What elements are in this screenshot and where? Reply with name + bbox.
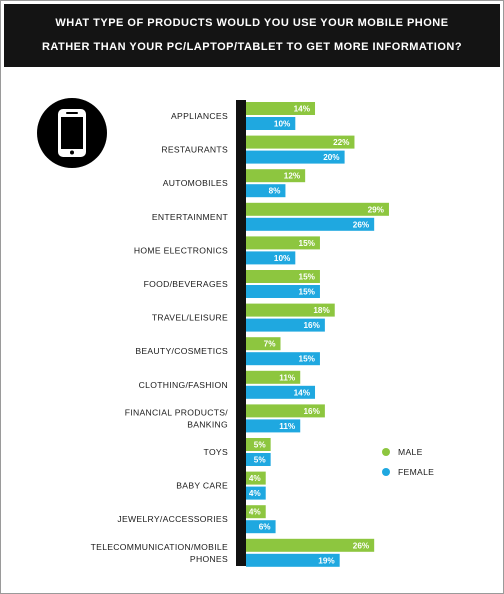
category-label: AUTOMOBILES — [163, 178, 228, 188]
bar-female — [246, 251, 296, 265]
data-label-female: 8% — [269, 187, 282, 196]
data-label-female: 4% — [249, 489, 262, 498]
chart-title-line-1: WHAT TYPE OF PRODUCTS WOULD YOU USE YOUR… — [55, 17, 449, 29]
bar-female — [246, 285, 320, 298]
data-label-male: 26% — [353, 541, 370, 550]
bar-female — [246, 217, 375, 231]
legend-swatch-male — [382, 448, 390, 456]
bar-male — [246, 505, 266, 519]
data-label-male: 4% — [249, 474, 262, 483]
data-label-male: 11% — [279, 373, 296, 382]
category-label: TELECOMMUNICATION/MOBILE — [91, 542, 228, 552]
data-label-male: 14% — [294, 105, 311, 114]
data-label-male: 7% — [264, 340, 277, 349]
category-label: RESTAURANTS — [161, 145, 228, 155]
bar-male — [246, 270, 320, 283]
data-label-female: 16% — [303, 321, 320, 330]
category-label: FOOD/BEVERAGES — [144, 279, 228, 289]
smartphone-icon — [37, 98, 107, 168]
category-label: BANKING — [187, 419, 228, 429]
data-label-male: 15% — [299, 273, 316, 282]
legend-label-male: MALE — [398, 447, 423, 457]
data-label-female: 11% — [279, 422, 296, 431]
bar-male — [246, 370, 301, 384]
bar-female — [246, 184, 286, 198]
bar-male — [246, 438, 271, 451]
bar-female — [246, 150, 345, 164]
data-label-female: 26% — [353, 220, 370, 229]
category-label: PHONES — [190, 554, 228, 564]
bar-female — [246, 520, 276, 534]
bar-female — [246, 117, 296, 130]
bar-male — [246, 471, 266, 485]
legend-label-female: FEMALE — [398, 467, 434, 477]
category-label: BABY CARE — [176, 481, 228, 491]
category-label: ENTERTAINMENT — [152, 212, 229, 222]
data-label-female: 14% — [294, 388, 311, 397]
bar-female — [246, 318, 325, 332]
data-label-male: 16% — [303, 407, 320, 416]
data-label-female: 6% — [259, 523, 272, 532]
data-label-female: 19% — [318, 556, 335, 565]
legend-swatch-female — [382, 468, 390, 476]
data-label-female: 20% — [323, 153, 340, 162]
bar-male — [246, 236, 320, 250]
category-label: JEWELRY/ACCESSORIES — [117, 514, 228, 524]
chart-header: WHAT TYPE OF PRODUCTS WOULD YOU USE YOUR… — [4, 4, 500, 67]
data-label-female: 5% — [254, 456, 267, 465]
category-label: CLOTHING/FASHION — [139, 380, 228, 390]
data-label-male: 22% — [333, 138, 350, 147]
bar-male — [246, 169, 306, 183]
bar-female — [246, 385, 316, 399]
bar-male — [246, 337, 281, 351]
bar-male — [246, 135, 355, 149]
data-label-male: 5% — [254, 441, 267, 450]
bar-female — [246, 352, 320, 366]
data-label-male: 29% — [368, 205, 385, 214]
data-label-male: 15% — [299, 239, 316, 248]
bar-female — [246, 486, 266, 500]
chart-axis — [236, 100, 246, 566]
bar-male — [246, 303, 335, 317]
category-label: TOYS — [204, 447, 228, 457]
data-label-female: 10% — [274, 254, 291, 263]
bar-female — [246, 553, 340, 567]
bar-male — [246, 102, 316, 115]
category-label: FINANCIAL PRODUCTS/ — [125, 407, 229, 417]
data-label-female: 10% — [274, 120, 291, 129]
data-label-female: 15% — [299, 288, 316, 297]
bar-female — [246, 419, 301, 433]
data-label-male: 18% — [313, 306, 330, 315]
data-label-male: 4% — [249, 508, 262, 517]
chart-title-line-2: RATHER THAN YOUR PC/LAPTOP/TABLET TO GET… — [41, 41, 463, 53]
bar-female — [246, 453, 271, 466]
category-label: TRAVEL/LEISURE — [152, 313, 228, 323]
data-label-male: 12% — [284, 172, 301, 181]
category-label: APPLIANCES — [171, 111, 228, 121]
bar-male — [246, 202, 389, 216]
bar-male — [246, 538, 375, 552]
category-label: HOME ELECTRONICS — [134, 245, 228, 255]
category-label: BEAUTY/COSMETICS — [135, 346, 228, 356]
data-label-female: 15% — [299, 355, 316, 364]
bar-male — [246, 404, 325, 418]
